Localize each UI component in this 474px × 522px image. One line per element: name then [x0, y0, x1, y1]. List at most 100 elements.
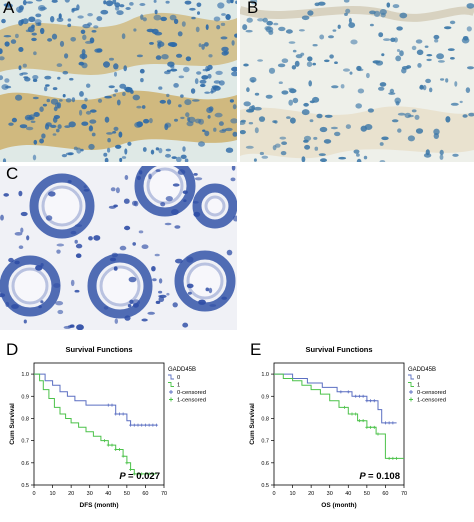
nucleus — [70, 279, 75, 287]
legend-label: 0 — [177, 375, 180, 381]
nucleus — [96, 16, 103, 22]
nucleus — [173, 18, 179, 25]
nucleus — [132, 200, 137, 206]
nucleus — [129, 299, 134, 304]
y-tick-label: 0.7 — [21, 439, 29, 445]
nucleus — [155, 55, 162, 60]
nucleus — [294, 60, 300, 67]
nucleus — [292, 49, 297, 53]
nucleus — [4, 41, 10, 47]
nucleus — [34, 19, 42, 25]
nucleus — [425, 78, 431, 84]
nucleus — [312, 44, 318, 47]
censored-mark-group-1 — [365, 425, 369, 429]
censored-mark-group-1 — [376, 432, 380, 436]
nucleus — [434, 38, 439, 43]
nucleus — [192, 201, 199, 204]
y-tick-label: 0.7 — [261, 439, 269, 445]
nucleus — [88, 143, 95, 150]
nucleus — [122, 92, 126, 96]
nucleus — [329, 54, 334, 59]
nucleus — [397, 112, 406, 116]
nucleus — [70, 230, 77, 235]
nucleus — [44, 123, 50, 130]
nucleus — [19, 124, 28, 129]
nucleus — [208, 287, 213, 294]
nucleus — [245, 29, 253, 33]
nucleus — [139, 170, 143, 175]
nucleus — [386, 2, 391, 8]
nucleus — [57, 124, 62, 129]
legend-swatch — [169, 390, 173, 394]
nucleus — [217, 2, 225, 9]
nucleus — [25, 126, 34, 131]
chart-title: Survival Functions — [305, 345, 372, 354]
x-tick-label: 0 — [32, 491, 35, 497]
nucleus — [20, 227, 24, 233]
nucleus — [231, 71, 237, 77]
nucleus — [64, 0, 70, 3]
nucleus — [439, 154, 444, 160]
nucleus — [107, 147, 111, 153]
censored-mark-group-0 — [354, 394, 358, 398]
nucleus — [288, 99, 293, 106]
nucleus — [140, 78, 144, 83]
nucleus — [155, 147, 160, 151]
nucleus — [312, 62, 316, 66]
nucleus — [231, 66, 237, 72]
y-tick-label: 0.6 — [261, 461, 269, 467]
nucleus — [231, 166, 236, 171]
legend-label: 1 — [417, 383, 420, 389]
nucleus — [71, 7, 78, 11]
nucleus — [18, 65, 22, 71]
nucleus — [35, 22, 41, 26]
nucleus — [22, 18, 29, 25]
nucleus — [104, 157, 109, 162]
censored-mark-group-1 — [125, 461, 129, 465]
nucleus — [343, 68, 350, 72]
nucleus — [136, 121, 143, 128]
censored-mark-group-1 — [110, 443, 114, 447]
nucleus — [183, 199, 187, 202]
p-value-symbol: P — [359, 471, 368, 482]
nucleus — [139, 3, 146, 6]
nucleus — [45, 215, 53, 221]
censored-mark-group-1 — [343, 405, 347, 409]
panel-c-micrograph: C — [0, 166, 237, 330]
nucleus — [76, 324, 84, 330]
nucleus — [174, 225, 181, 229]
nucleus — [389, 88, 395, 94]
nucleus — [164, 222, 172, 226]
crypt-gland — [174, 250, 236, 312]
nucleus — [160, 202, 166, 207]
nucleus — [75, 243, 83, 249]
nucleus — [187, 116, 191, 122]
nucleus — [192, 99, 200, 102]
nucleus — [230, 177, 236, 182]
censored-mark-group-0 — [361, 394, 365, 398]
nucleus — [184, 99, 192, 106]
nucleus — [226, 0, 232, 4]
censored-mark-group-0 — [391, 421, 395, 425]
nucleus — [388, 92, 396, 95]
nucleus — [445, 116, 451, 123]
nucleus — [151, 266, 156, 272]
nucleus — [465, 87, 471, 93]
nucleus — [32, 78, 38, 82]
nucleus — [266, 20, 273, 26]
nucleus — [167, 42, 176, 47]
censored-mark-group-1 — [387, 456, 391, 460]
y-tick-label: 0.5 — [21, 483, 29, 489]
micrograph-a-image — [0, 0, 237, 162]
nucleus — [278, 81, 283, 84]
nucleus — [330, 126, 338, 130]
nucleus — [166, 69, 172, 73]
nucleus — [184, 158, 189, 162]
censored-mark-group-1 — [151, 472, 155, 476]
nucleus — [38, 305, 42, 309]
nucleus — [172, 183, 180, 187]
nucleus — [142, 17, 147, 22]
nucleus — [230, 118, 237, 124]
x-tick-label: 70 — [161, 491, 167, 497]
nucleus — [216, 25, 221, 30]
